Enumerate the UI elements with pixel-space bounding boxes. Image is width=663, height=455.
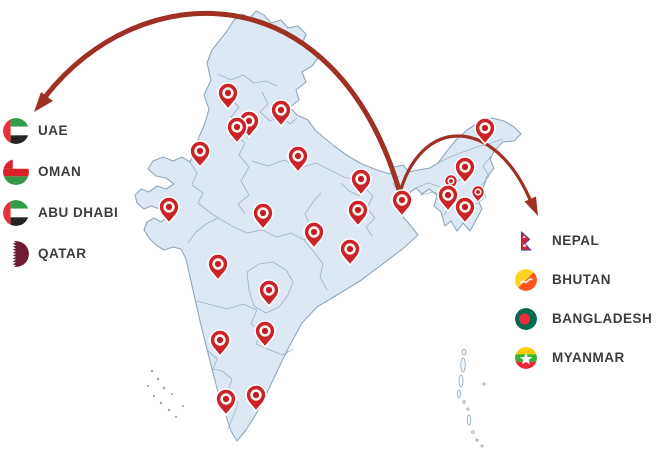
- country-item-nepal: NEPAL: [515, 230, 652, 252]
- gulf-arrowhead-icon: [34, 92, 53, 112]
- country-item-myanmar: MYANMAR: [515, 347, 652, 369]
- map-pin[interactable]: [189, 140, 211, 169]
- map-pin[interactable]: [158, 196, 180, 225]
- map-pin[interactable]: [207, 253, 229, 282]
- country-label: UAE: [38, 123, 69, 139]
- map-pin[interactable]: [209, 329, 231, 358]
- country-item-bangladesh: BANGLADESH: [515, 308, 652, 330]
- map-pin[interactable]: [254, 320, 276, 349]
- oman-flag-icon: [3, 159, 29, 185]
- map-pin[interactable]: [287, 145, 309, 174]
- map-pin[interactable]: [303, 221, 325, 250]
- map-pin[interactable]: [437, 184, 459, 213]
- map-pin[interactable]: [217, 82, 239, 111]
- location-pins: [158, 82, 496, 417]
- gulf-country-list: UAE OMAN ABU DHABI QATAR: [3, 118, 118, 282]
- map-pin[interactable]: [226, 116, 248, 145]
- neighbor-arrow-curve: [397, 134, 533, 204]
- lakshadweep-islands: [146, 369, 184, 419]
- map-pin[interactable]: [471, 185, 485, 203]
- country-label: QATAR: [38, 246, 87, 262]
- map-pin[interactable]: [252, 202, 274, 231]
- arrow-to-neighbor-countries: [397, 134, 538, 216]
- qatar-flag-icon: [3, 241, 29, 267]
- andaman-nicobar-islands: [456, 348, 486, 448]
- country-label: BANGLADESH: [552, 311, 653, 327]
- map-pin[interactable]: [454, 156, 476, 185]
- map-pin[interactable]: [258, 279, 280, 308]
- uae-flag-icon: [3, 118, 29, 144]
- country-item-abu-dhabi: ABU DHABI: [3, 200, 118, 226]
- neighbor-arrowhead-icon: [524, 196, 538, 216]
- neighbor-country-list: NEPAL BHUTAN BANGLADESH MYANMAR: [515, 230, 652, 386]
- bhutan-flag-icon: [515, 269, 537, 291]
- map-pin[interactable]: [347, 199, 369, 228]
- country-item-uae: UAE: [3, 118, 118, 144]
- map-pin[interactable]: [245, 384, 267, 413]
- map-pin[interactable]: [215, 388, 237, 417]
- myanmar-flag-icon: [515, 347, 537, 369]
- arrow-to-gulf-countries: [34, 10, 403, 196]
- gulf-arrow-curve: [42, 10, 403, 196]
- country-label: MYANMAR: [552, 350, 625, 366]
- map-pin[interactable]: [339, 238, 361, 267]
- country-item-bhutan: BHUTAN: [515, 269, 652, 291]
- country-item-qatar: QATAR: [3, 241, 118, 267]
- country-label: ABU DHABI: [38, 205, 119, 221]
- nepal-flag-icon: [515, 230, 537, 252]
- bangladesh-flag-icon: [515, 308, 537, 330]
- country-label: NEPAL: [552, 233, 600, 249]
- map-pin[interactable]: [454, 196, 476, 225]
- country-item-oman: OMAN: [3, 159, 118, 185]
- map-pin[interactable]: [350, 168, 372, 197]
- country-label: BHUTAN: [552, 272, 611, 288]
- map-pin[interactable]: [474, 117, 496, 146]
- abu-dhabi-flag-icon: [3, 200, 29, 226]
- country-label: OMAN: [38, 164, 82, 180]
- map-pin[interactable]: [270, 99, 292, 128]
- india-landmass: [134, 10, 522, 442]
- map-pin[interactable]: [391, 189, 413, 218]
